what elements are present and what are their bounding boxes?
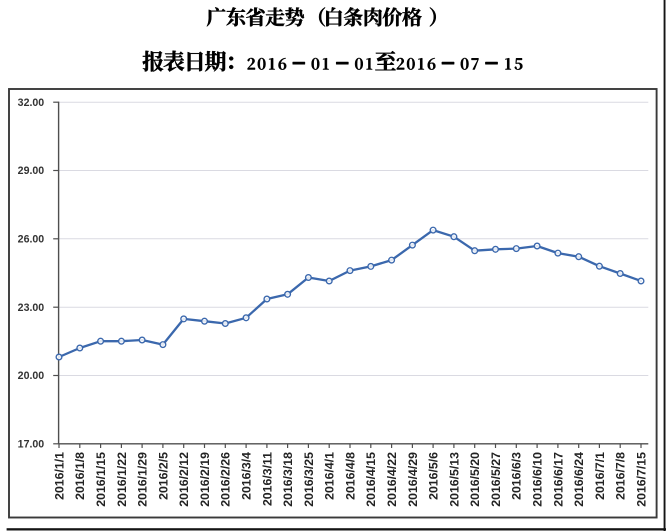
svg-text:2016/3/18: 2016/3/18 bbox=[281, 452, 295, 507]
svg-text:2016/4/29: 2016/4/29 bbox=[406, 452, 420, 507]
svg-text:2016/6/24: 2016/6/24 bbox=[572, 452, 586, 507]
svg-text:2016/1/1: 2016/1/1 bbox=[52, 452, 66, 500]
svg-text:2016/4/1: 2016/4/1 bbox=[323, 452, 337, 500]
svg-text:2016/7/1: 2016/7/1 bbox=[593, 452, 607, 500]
svg-text:2016/2/26: 2016/2/26 bbox=[219, 452, 233, 507]
svg-text:2016/7/15: 2016/7/15 bbox=[634, 452, 648, 507]
svg-text:2016/5/20: 2016/5/20 bbox=[468, 452, 482, 507]
svg-text:2016/6/10: 2016/6/10 bbox=[531, 452, 545, 507]
svg-text:2016/1/15: 2016/1/15 bbox=[94, 452, 108, 507]
svg-text:2016/5/27: 2016/5/27 bbox=[489, 452, 503, 507]
svg-text:17.00: 17.00 bbox=[18, 439, 45, 451]
svg-text:2016/1/22: 2016/1/22 bbox=[115, 452, 129, 507]
svg-text:2016/4/8: 2016/4/8 bbox=[343, 452, 357, 500]
svg-text:26.00: 26.00 bbox=[18, 234, 45, 246]
svg-text:2016/4/15: 2016/4/15 bbox=[364, 452, 378, 507]
svg-text:2016/4/22: 2016/4/22 bbox=[385, 452, 399, 507]
svg-text:2016/1/29: 2016/1/29 bbox=[136, 452, 150, 507]
svg-text:23.00: 23.00 bbox=[18, 302, 45, 314]
svg-text:29.00: 29.00 bbox=[18, 165, 45, 177]
svg-text:2016/7/8: 2016/7/8 bbox=[614, 452, 628, 500]
svg-text:32.00: 32.00 bbox=[18, 97, 45, 109]
svg-text:2016/5/13: 2016/5/13 bbox=[447, 452, 461, 507]
svg-text:20.00: 20.00 bbox=[18, 370, 45, 382]
svg-text:2016/2/5: 2016/2/5 bbox=[156, 452, 170, 500]
svg-text:2016/3/4: 2016/3/4 bbox=[240, 452, 254, 500]
svg-text:2016/1/8: 2016/1/8 bbox=[73, 452, 87, 500]
svg-text:2016/3/11: 2016/3/11 bbox=[260, 452, 274, 506]
svg-text:2016/3/25: 2016/3/25 bbox=[302, 452, 316, 507]
svg-text:2016/6/3: 2016/6/3 bbox=[510, 452, 524, 500]
svg-text:2016/5/6: 2016/5/6 bbox=[427, 452, 441, 500]
svg-text:2016/6/17: 2016/6/17 bbox=[551, 452, 565, 507]
svg-text:2016/2/19: 2016/2/19 bbox=[198, 452, 212, 507]
svg-text:2016/2/12: 2016/2/12 bbox=[177, 452, 191, 507]
